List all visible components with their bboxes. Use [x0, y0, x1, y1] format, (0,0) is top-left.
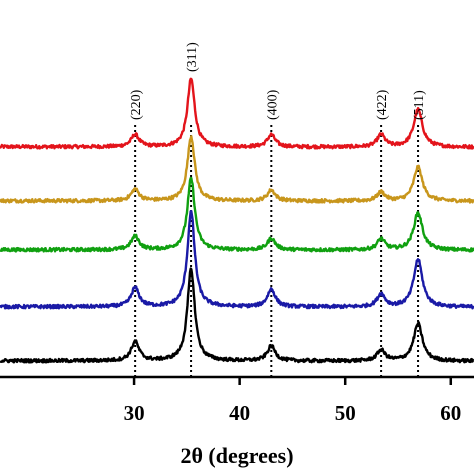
- x-axis-title: 2θ (degrees): [180, 443, 293, 468]
- series-line: [0, 77, 474, 150]
- peak-label: (220): [129, 89, 144, 120]
- x-tick-label: 60: [440, 401, 461, 425]
- reference-lines: [134, 125, 420, 377]
- x-tick-label: 40: [229, 401, 250, 425]
- peak-label: (511): [412, 90, 427, 120]
- series-line: [0, 135, 474, 204]
- x-tick-label: 30: [124, 401, 145, 425]
- peak-label: (400): [265, 89, 280, 120]
- peak-label: (422): [375, 89, 390, 120]
- series-layer: [0, 77, 474, 364]
- series-line: [0, 210, 474, 310]
- series-line: [0, 267, 474, 364]
- x-ticks: 30 40 50 60: [124, 377, 461, 425]
- peak-labels: (220) (311) (400) (422) (511): [129, 42, 427, 120]
- x-tick-label: 50: [335, 401, 356, 425]
- series-line: [0, 176, 474, 253]
- peak-label: (311): [185, 42, 200, 72]
